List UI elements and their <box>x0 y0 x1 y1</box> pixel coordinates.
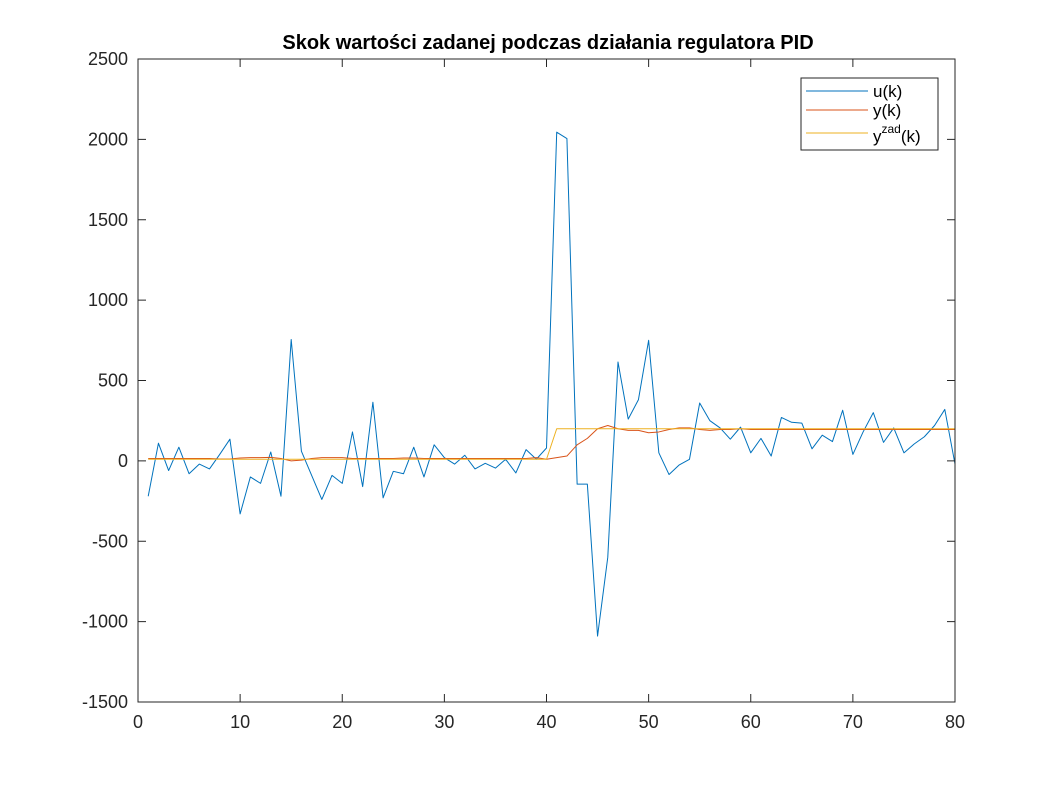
y-tick-label: 1000 <box>88 290 128 310</box>
y-tick-label: 500 <box>98 371 128 391</box>
legend[interactable]: u(k) y(k) yzad(k) <box>800 77 939 151</box>
y-tick-label: 0 <box>118 451 128 471</box>
x-tick-label: 70 <box>843 712 863 732</box>
x-tick-label: 60 <box>741 712 761 732</box>
chart-title: Skok wartości zadanej podczas działania … <box>282 32 813 54</box>
plot-area <box>138 59 955 702</box>
legend-box <box>800 77 939 151</box>
x-tick-label: 80 <box>945 712 965 732</box>
series-layer <box>147 131 956 637</box>
y-tick-label: -500 <box>92 531 128 551</box>
ticks-layer: 0 10 20 30 40 50 60 70 80 -1500 -1000 -500 0 500 1000 1… <box>82 49 965 732</box>
x-tick-label: 20 <box>332 712 352 732</box>
legend-label-y: y(k) <box>873 101 901 120</box>
y-tick-label: 2000 <box>88 129 128 149</box>
series-line-2 <box>148 428 955 460</box>
x-tick-label: 0 <box>133 712 143 732</box>
y-tick-label: -1500 <box>82 692 128 712</box>
x-tick-label: 30 <box>434 712 454 732</box>
x-tick-label: 50 <box>639 712 659 732</box>
series-line-0 <box>147 131 956 637</box>
legend-label-yzad: yzad(k) <box>873 122 921 146</box>
legend-label-u: u(k) <box>873 82 902 101</box>
x-tick-label: 40 <box>536 712 556 732</box>
y-tick-label: 1500 <box>88 210 128 230</box>
x-tick-label: 10 <box>230 712 250 732</box>
plot-area-background <box>138 59 955 702</box>
y-tick-label: -1000 <box>82 612 128 632</box>
y-tick-label: 2500 <box>88 49 128 69</box>
